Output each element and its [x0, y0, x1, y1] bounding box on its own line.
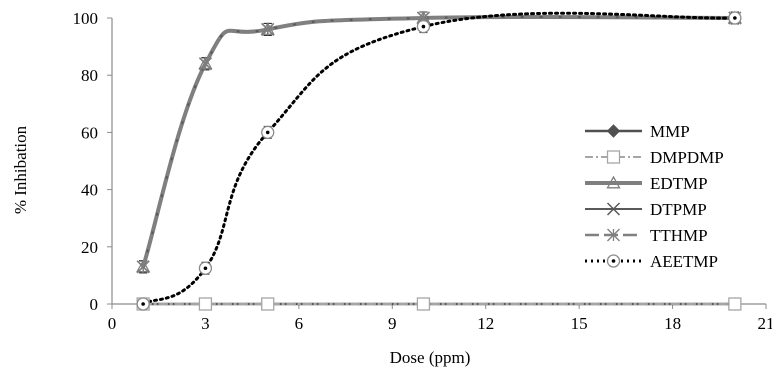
x-tick-label: 9 [388, 314, 397, 333]
y-tick-label: 60 [81, 123, 98, 142]
y-tick-label: 100 [73, 9, 99, 28]
series-line-dtpmp [142, 15, 736, 268]
y-tick-label: 0 [90, 295, 99, 314]
legend: MMP DMPDMP EDTMP DTPMP TTHMP AEETMP [585, 122, 724, 271]
legend-label-dmpdmp: DMPDMP [650, 148, 724, 167]
y-axis-label: % Inhibation [11, 125, 30, 214]
x-tick-label: 18 [664, 314, 681, 333]
x-axis-label: Dose (ppm) [390, 348, 471, 367]
point-tthmp [198, 57, 212, 71]
series-layer [136, 10, 742, 311]
point-tthmp [261, 22, 275, 36]
series-line-aeetmp [141, 11, 737, 306]
legend-label-tthmp: TTHMP [650, 226, 708, 245]
legend-marker-mmp [606, 124, 621, 138]
legend-marker-dtpmp [606, 202, 621, 216]
point-aeetmp [136, 297, 150, 311]
x-tick-label: 6 [295, 314, 304, 333]
legend-marker-edtmp [606, 175, 621, 189]
legend-label-aeetmp: AEETMP [650, 252, 718, 271]
legend-marker-aeetmp [606, 254, 621, 268]
legend-marker-dmpdmp [606, 150, 621, 164]
point-dmpdmp [416, 297, 431, 311]
legend-label-dtpmp: DTPMP [650, 200, 707, 219]
series-line-tthmp [141, 15, 737, 269]
x-tick-label: 12 [477, 314, 494, 333]
point-tthmp [136, 260, 150, 274]
point-dmpdmp [261, 297, 275, 311]
legend-label-mmp: MMP [650, 122, 690, 141]
point-aeetmp [261, 125, 275, 140]
y-tick-label: 20 [81, 238, 98, 257]
x-tick-label: 3 [201, 314, 210, 333]
axes: 0 3 6 9 12 15 18 21 0 20 40 60 80 100 [73, 9, 772, 333]
point-dmpdmp [728, 297, 742, 311]
x-tick-label: 21 [758, 314, 772, 333]
y-tick-label: 40 [81, 181, 98, 200]
point-aeetmp [416, 19, 431, 34]
point-dmpdmp [198, 297, 213, 311]
legend-marker-tthmp [607, 228, 620, 242]
y-tick-label: 80 [81, 66, 98, 85]
legend-label-edtmp: EDTMP [650, 174, 708, 193]
x-tick-label: 15 [571, 314, 588, 333]
x-tick-label: 0 [108, 314, 117, 333]
point-aeetmp [728, 11, 742, 25]
point-aeetmp [198, 261, 213, 275]
series-line-edtmp [141, 14, 737, 269]
